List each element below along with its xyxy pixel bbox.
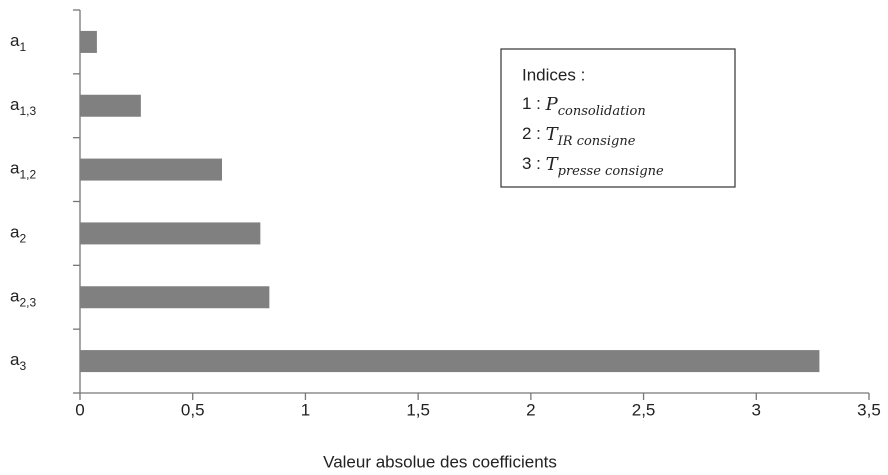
y-tick-label: a1,2 [10,159,36,182]
x-tick-label: 1,5 [406,400,430,419]
legend-prefix: 3 : [522,154,546,173]
x-tick-label: 2,5 [632,400,656,419]
y-tick-label: a2 [10,223,26,246]
category-sub: 2,3 [19,295,36,309]
y-tick-label: a1 [10,31,26,54]
legend-prefix: 1 : [522,94,546,113]
legend-prefix: 2 : [522,124,546,143]
legend-item: 1 : Pconsolidation [522,94,646,119]
y-tick-label: a3 [10,351,26,374]
x-tick-label: 2 [526,400,535,419]
x-tick-label: 3,5 [857,400,881,419]
bar [80,158,223,181]
legend-symbol: T [546,124,560,145]
bar [80,286,270,309]
legend-item: 3 : Tpresse consigne [522,154,664,179]
category-sub: 1 [19,40,26,54]
legend-symbol: T [546,154,560,175]
legend-item: 2 : TIR consigne [522,124,636,149]
x-tick-label: 0,5 [181,400,205,419]
bar [80,30,97,53]
legend-sub: presse consigne [558,164,664,179]
legend-sub: IR consigne [557,134,636,149]
category-sub: 1,2 [19,168,36,182]
category-base: a [10,95,20,114]
category-sub: 2 [19,232,26,246]
x-tick-label: 3 [752,400,761,419]
x-tick-label: 0 [75,400,84,419]
category-sub: 1,3 [19,104,36,118]
legend-title: Indices : [522,65,585,84]
legend-symbol: P [545,94,559,115]
x-tick-label: 1 [301,400,310,419]
category-base: a [10,159,20,178]
category-base: a [10,223,20,242]
y-tick-label: a1,3 [10,95,36,118]
category-sub: 3 [19,359,26,373]
y-tick-label: a2,3 [10,287,36,310]
bar [80,222,261,245]
category-base: a [10,31,20,50]
category-base: a [10,287,20,306]
bar [80,350,820,373]
legend-sub: consolidation [558,104,646,119]
x-axis-label: Valeur absolue des coefficients [323,452,557,471]
bar [80,94,141,117]
category-base: a [10,351,20,370]
legend-box [500,48,736,188]
